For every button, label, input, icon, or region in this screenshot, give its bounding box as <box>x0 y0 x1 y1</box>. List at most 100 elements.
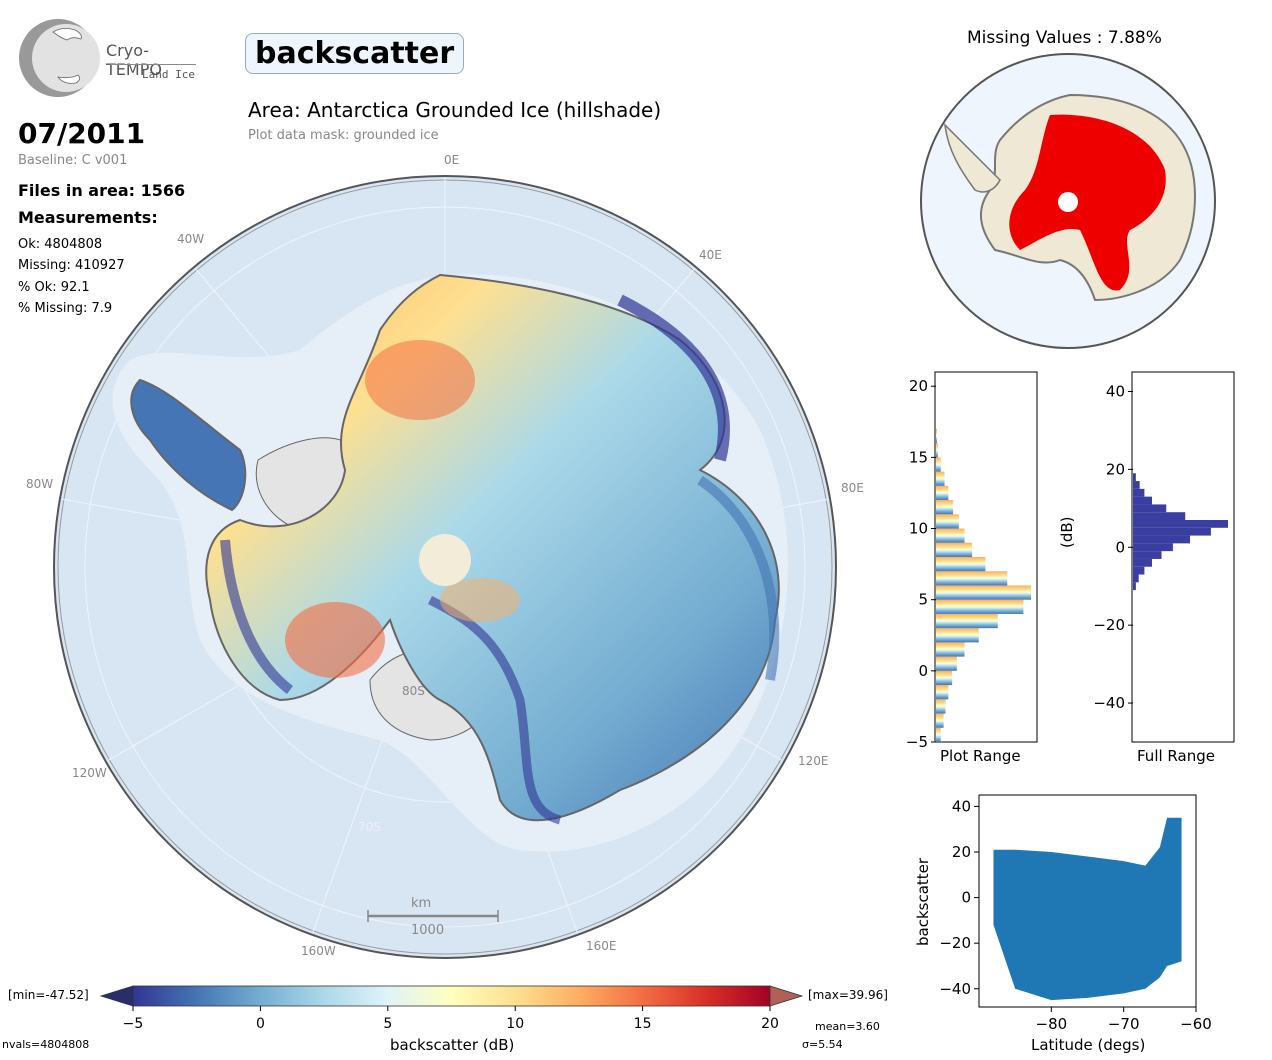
scatter-ytick-label: 0 <box>961 889 971 907</box>
pct-missing: % Missing: 7.9 <box>18 301 113 316</box>
logo-divider <box>110 64 196 65</box>
lon-label-80e: 80E <box>841 481 864 495</box>
missing-map-title: Missing Values : 7.88% <box>967 28 1162 48</box>
histogram-bar <box>936 542 973 557</box>
scatter-ytick-label: −40 <box>939 980 971 998</box>
histogram-bar <box>936 500 954 515</box>
histogram-bar <box>1133 558 1152 567</box>
histogram-bar <box>936 457 941 472</box>
histogram-tick-label: −20 <box>1093 616 1125 634</box>
scatter-ytick-label: 40 <box>952 797 971 815</box>
histogram-tick-label: 5 <box>918 591 928 609</box>
scatter-xtick-label: −70 <box>1108 1015 1140 1033</box>
ok-count: Ok: 4804808 <box>18 237 103 252</box>
histogram-tick-label: 0 <box>918 662 928 680</box>
colorbar-label: backscatter (dB) <box>390 1036 515 1054</box>
hist2-ylabel: (dB) <box>1058 516 1076 548</box>
histogram-bar <box>1133 496 1152 505</box>
baseline-label: Baseline: C v001 <box>18 153 128 168</box>
histogram-bar <box>936 599 1024 614</box>
histogram-tick-label: 20 <box>909 377 928 395</box>
histogram-bar <box>936 642 965 657</box>
lon-label-40e: 40E <box>699 248 722 262</box>
lon-label-120e: 120E <box>798 754 829 768</box>
missing-count: Missing: 410927 <box>18 258 125 273</box>
histogram-bar <box>936 656 957 671</box>
scalebar-value: 1000 <box>411 923 445 938</box>
scatter-points <box>993 817 1182 1001</box>
histogram-bar <box>936 699 946 714</box>
pole-hole <box>419 534 471 586</box>
date-label: 07/2011 <box>18 117 146 150</box>
full-range-histogram: −40 −20 0 20 40 <box>1093 371 1235 743</box>
hist2-xlabel: Full Range <box>1137 747 1215 765</box>
moon-logo-icon <box>19 19 100 97</box>
mean-label: mean=3.60 <box>815 1020 880 1033</box>
colorbar-min-extend <box>99 985 134 1007</box>
lon-label-160w: 160W <box>301 944 336 958</box>
histogram-bar <box>1133 574 1139 583</box>
scale-bar <box>367 910 499 922</box>
lat-label-80s: 80S <box>402 684 425 698</box>
histogram-bar <box>936 670 953 686</box>
histogram-tick-label: 10 <box>909 520 928 538</box>
histogram-tick-label: 20 <box>1106 460 1125 478</box>
logo-subtitle: Land Ice <box>142 68 195 81</box>
histogram-bar <box>936 713 944 728</box>
histogram-bar <box>1133 481 1140 489</box>
histogram-bar <box>936 443 938 458</box>
scatter-xtick-label: −80 <box>1036 1015 1068 1033</box>
histogram-bar <box>936 685 949 700</box>
histogram-bar <box>1133 535 1190 544</box>
histogram-tick-label: 40 <box>1106 382 1125 400</box>
parameter-title: backscatter <box>245 33 465 74</box>
histogram-bar <box>936 514 959 529</box>
scatter-xlabel: Latitude (degs) <box>1031 1036 1146 1054</box>
lon-label-160e: 160E <box>586 939 617 953</box>
histogram-bar <box>936 727 941 742</box>
colorbar-tick-label: 15 <box>634 1016 652 1032</box>
colorbar-tick-label: 5 <box>383 1016 392 1032</box>
histogram-tick-label: −40 <box>1093 694 1125 712</box>
colorbar-tick-label: −5 <box>123 1016 144 1032</box>
files-in-area: Files in area: 1566 <box>18 181 186 200</box>
histogram-bar <box>936 571 1008 586</box>
histogram-bar <box>936 613 998 629</box>
histogram-bar <box>936 471 945 486</box>
histogram-bar <box>1133 488 1145 497</box>
colorbar-tick-label: 0 <box>256 1016 265 1032</box>
histogram-bar <box>936 585 1031 600</box>
colorbar-max-extend <box>769 985 804 1007</box>
histogram-bar <box>1133 512 1186 520</box>
antarctica-grounded-ice <box>205 273 780 822</box>
latitude-scatter: −80 −70 −60 −40 −20 0 20 40 <box>939 794 1212 1033</box>
sigma-label: σ=5.54 <box>802 1038 843 1051</box>
colorbar: −5 0 5 10 15 20 <box>99 985 804 1032</box>
scatter-xtick-label: −60 <box>1180 1015 1212 1033</box>
scatter-ytick-label: 20 <box>952 843 971 861</box>
histogram-bar <box>936 628 979 643</box>
histogram-bar <box>936 557 986 572</box>
plot-range-histogram: −5 0 5 10 15 20 <box>906 371 1038 751</box>
scatter-ylabel: backscatter <box>914 857 932 946</box>
histogram-bar <box>1133 504 1167 513</box>
nvals-label: nvals=4804808 <box>2 1038 90 1051</box>
missing-values-map <box>920 53 1216 349</box>
colorbar-tick-label: 10 <box>506 1016 524 1032</box>
measurements-label: Measurements: <box>18 208 158 227</box>
hist1-xlabel: Plot Range <box>940 747 1021 765</box>
histogram-bar <box>1133 566 1145 575</box>
histogram-bar <box>936 428 937 444</box>
histogram-bar <box>1133 551 1162 559</box>
histogram-bar <box>936 528 965 543</box>
area-title: Area: Antarctica Grounded Ice (hillshade… <box>248 98 662 122</box>
histogram-bar <box>1133 520 1228 528</box>
histogram-bar <box>1133 582 1136 591</box>
scatter-ytick-label: −20 <box>939 934 971 952</box>
pct-ok: % Ok: 92.1 <box>18 280 90 295</box>
histogram-bar <box>936 485 949 501</box>
mask-note: Plot data mask: grounded ice <box>248 128 439 143</box>
cryotempo-logo: Cryo-TEMPO Land Ice <box>18 17 198 99</box>
lon-label-120w: 120W <box>72 766 107 780</box>
